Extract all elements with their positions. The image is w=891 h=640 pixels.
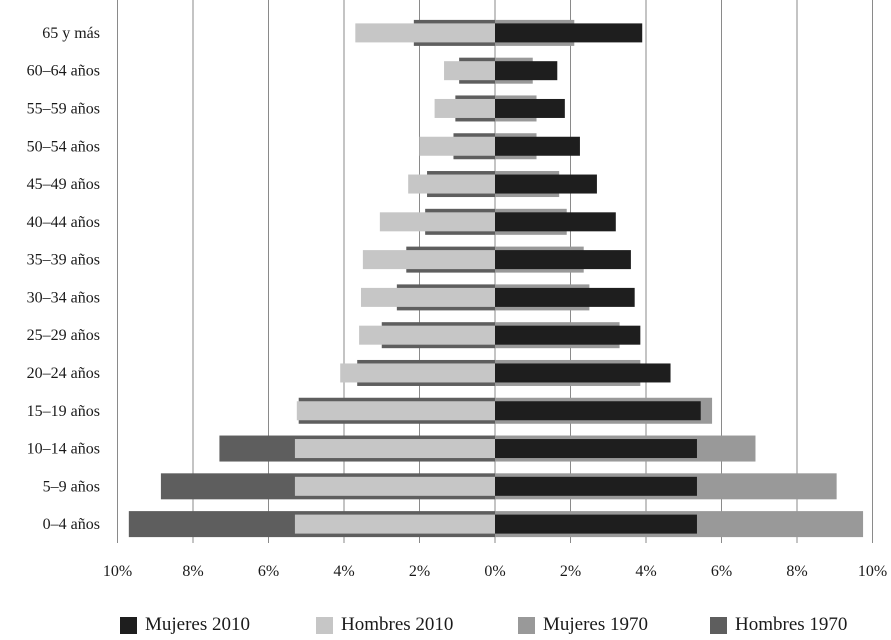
bar-hombres-2010-0-4-a-os — [294, 514, 495, 534]
y-tick-label: 20–24 años — [27, 365, 100, 382]
bar-hombres-2010-40-44-a-os — [379, 212, 495, 232]
x-tick-label: 2% — [560, 563, 581, 580]
bar-mujeres-2010-10-14-a-os — [495, 439, 697, 459]
legend: Mujeres 2010 Hombres 2010 Mujeres 1970 H… — [0, 610, 891, 640]
bar-hombres-2010-20-24-a-os — [340, 363, 495, 383]
bar-hombres-2010-10-14-a-os — [294, 439, 495, 459]
bars — [128, 19, 864, 538]
x-tick-label: 10% — [103, 563, 132, 580]
y-tick-label: 0–4 años — [43, 516, 100, 533]
legend-item-hombres-1970: Hombres 1970 — [710, 610, 847, 640]
y-tick-label: 25–29 años — [27, 327, 100, 344]
legend-label-hombres-1970: Hombres 1970 — [735, 614, 848, 635]
y-tick-label: 40–44 años — [27, 214, 100, 231]
bar-hombres-2010-60-64-a-os — [444, 61, 495, 81]
bar-mujeres-2010-20-24-a-os — [495, 363, 671, 383]
legend-label-mujeres-1970: Mujeres 1970 — [543, 614, 649, 635]
x-tick-label: 4% — [635, 563, 656, 580]
x-axis-labels: 10% 8% 6% 4% 2% 0% 2% 4% 6% 8% 10% — [103, 563, 887, 580]
bar-hombres-2010-35-39-a-os — [362, 250, 495, 270]
y-tick-label: 50–54 años — [27, 138, 100, 155]
y-tick-label: 10–14 años — [27, 441, 100, 458]
bar-hombres-2010-25-29-a-os — [359, 325, 495, 345]
bar-mujeres-2010-15-19-a-os — [495, 401, 701, 421]
legend-item-hombres-2010: Hombres 2010 — [316, 610, 453, 640]
y-tick-label: 60–64 años — [27, 63, 100, 80]
x-tick-label: 6% — [258, 563, 279, 580]
y-tick-label: 35–39 años — [27, 252, 100, 269]
bar-mujeres-2010-0-4-a-os — [495, 514, 697, 534]
y-tick-label: 65 y más — [42, 25, 100, 42]
bar-hombres-2010-65-y-m-s — [355, 23, 495, 43]
legend-swatch-hombres-2010 — [316, 616, 333, 634]
x-tick-label: 4% — [333, 563, 354, 580]
y-tick-label: 45–49 años — [27, 176, 100, 193]
bar-mujeres-2010-45-49-a-os — [495, 174, 597, 194]
bar-mujeres-2010-55-59-a-os — [495, 98, 565, 118]
x-tick-label: 10% — [858, 563, 887, 580]
bar-hombres-2010-50-54-a-os — [419, 136, 495, 156]
bar-mujeres-2010-25-29-a-os — [495, 325, 641, 345]
legend-swatch-mujeres-2010 — [120, 616, 137, 634]
bar-mujeres-2010-60-64-a-os — [495, 61, 558, 81]
bar-mujeres-2010-5-9-a-os — [495, 476, 697, 496]
x-tick-label: 0% — [484, 563, 505, 580]
bar-hombres-2010-55-59-a-os — [434, 98, 495, 118]
legend-label-hombres-2010: Hombres 2010 — [341, 614, 454, 635]
bar-hombres-2010-30-34-a-os — [360, 287, 495, 307]
legend-swatch-mujeres-1970 — [518, 616, 535, 634]
x-tick-label: 6% — [711, 563, 732, 580]
legend-swatch-hombres-1970 — [710, 616, 727, 634]
legend-label-mujeres-2010: Mujeres 2010 — [145, 614, 251, 635]
legend-item-mujeres-1970: Mujeres 1970 — [518, 610, 648, 640]
bar-mujeres-2010-30-34-a-os — [495, 287, 635, 307]
y-axis-labels: 0–4 años 5–9 años 10–14 años 15–19 años 20–2… — [27, 25, 100, 533]
y-tick-label: 55–59 años — [27, 100, 100, 117]
y-tick-label: 5–9 años — [43, 478, 100, 495]
population-pyramid-chart: 0–4 años 5–9 años 10–14 años 15–19 años 20–2… — [27, 0, 887, 580]
legend-item-mujeres-2010: Mujeres 2010 — [120, 610, 250, 640]
x-tick-label: 2% — [409, 563, 430, 580]
bar-mujeres-2010-35-39-a-os — [495, 250, 631, 270]
bar-hombres-2010-45-49-a-os — [408, 174, 495, 194]
bar-mujeres-2010-40-44-a-os — [495, 212, 616, 232]
x-tick-label: 8% — [786, 563, 807, 580]
bar-mujeres-2010-50-54-a-os — [495, 136, 580, 156]
bar-mujeres-2010-65-y-m-s — [495, 23, 643, 43]
bar-hombres-2010-5-9-a-os — [294, 476, 495, 496]
bar-hombres-2010-15-19-a-os — [296, 401, 495, 421]
x-tick-label: 8% — [182, 563, 203, 580]
y-tick-label: 15–19 años — [27, 403, 100, 420]
y-tick-label: 30–34 años — [27, 289, 100, 306]
